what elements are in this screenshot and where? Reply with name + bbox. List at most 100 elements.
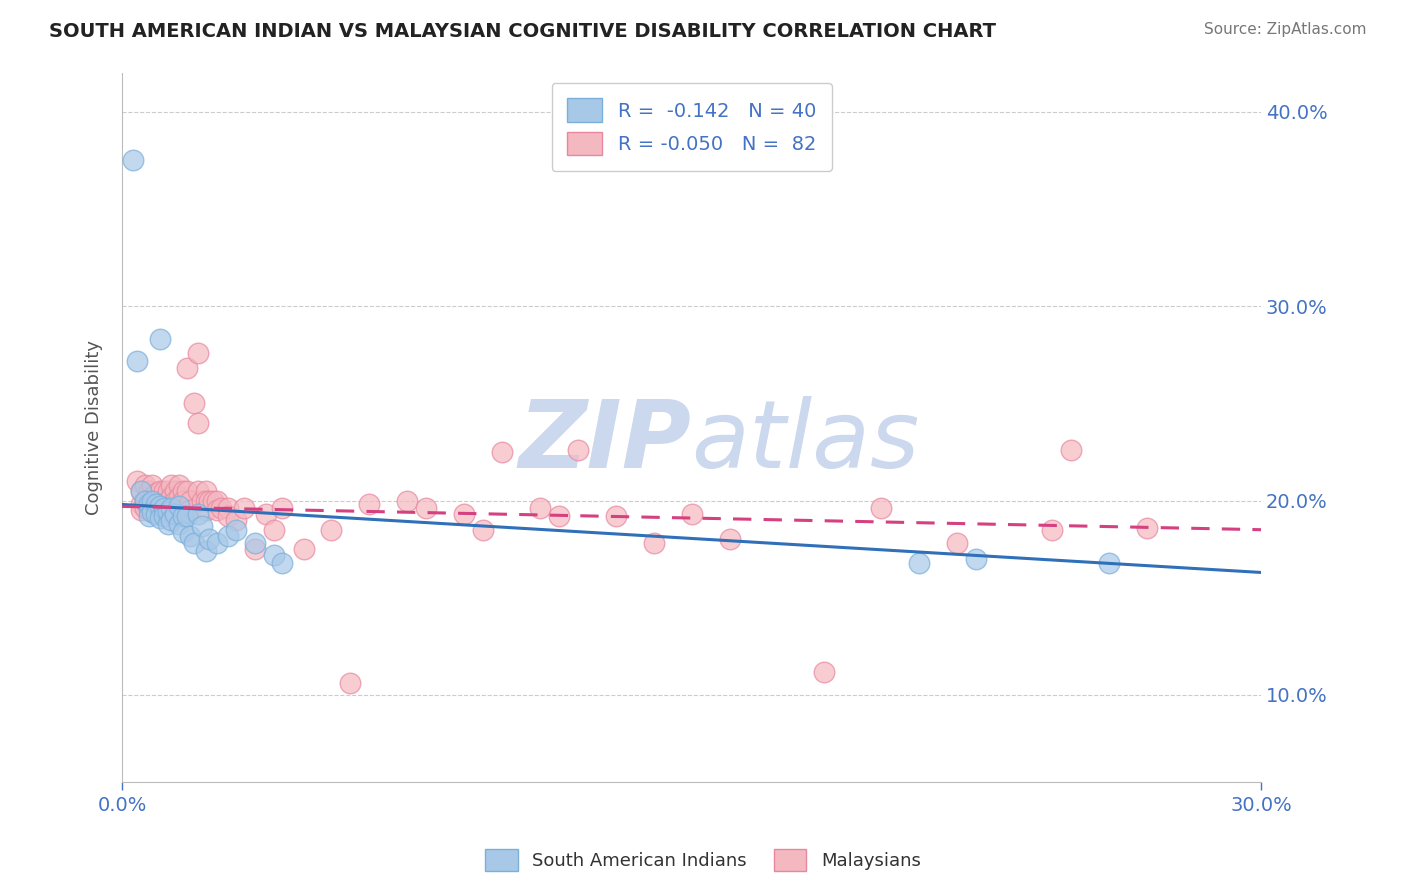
Point	[205, 536, 228, 550]
Point	[232, 501, 254, 516]
Point	[134, 493, 156, 508]
Point	[156, 505, 179, 519]
Point	[141, 493, 163, 508]
Point	[153, 498, 176, 512]
Point	[605, 509, 627, 524]
Point	[167, 490, 190, 504]
Point	[134, 493, 156, 508]
Point	[153, 483, 176, 498]
Point	[453, 507, 475, 521]
Point	[217, 528, 239, 542]
Point	[547, 509, 569, 524]
Point	[225, 523, 247, 537]
Point	[191, 518, 214, 533]
Point	[194, 544, 217, 558]
Point	[156, 516, 179, 531]
Point	[209, 501, 232, 516]
Y-axis label: Cognitive Disability: Cognitive Disability	[86, 340, 103, 516]
Point	[138, 509, 160, 524]
Point	[160, 478, 183, 492]
Point	[681, 507, 703, 521]
Point	[176, 483, 198, 498]
Point	[145, 501, 167, 516]
Point	[167, 500, 190, 514]
Legend: South American Indians, Malaysians: South American Indians, Malaysians	[478, 842, 928, 879]
Point	[395, 493, 418, 508]
Point	[156, 483, 179, 498]
Point	[129, 483, 152, 498]
Point	[870, 501, 893, 516]
Point	[141, 505, 163, 519]
Point	[165, 483, 187, 498]
Point	[167, 516, 190, 531]
Point	[165, 493, 187, 508]
Point	[292, 542, 315, 557]
Point	[160, 501, 183, 516]
Point	[946, 536, 969, 550]
Point	[149, 493, 172, 508]
Point	[194, 483, 217, 498]
Point	[187, 346, 209, 360]
Point	[491, 445, 513, 459]
Point	[141, 478, 163, 492]
Point	[254, 507, 277, 521]
Point	[415, 501, 437, 516]
Legend: R =  -0.142   N = 40, R = -0.050   N =  82: R = -0.142 N = 40, R = -0.050 N = 82	[551, 83, 831, 171]
Point	[187, 416, 209, 430]
Point	[134, 478, 156, 492]
Point	[1060, 443, 1083, 458]
Point	[129, 503, 152, 517]
Point	[187, 483, 209, 498]
Point	[160, 513, 183, 527]
Point	[134, 501, 156, 516]
Point	[243, 536, 266, 550]
Text: ZIP: ZIP	[519, 396, 692, 488]
Point	[153, 509, 176, 524]
Point	[339, 676, 361, 690]
Point	[813, 665, 835, 679]
Point	[129, 498, 152, 512]
Point	[149, 332, 172, 346]
Point	[183, 536, 205, 550]
Point	[122, 153, 145, 168]
Point	[205, 493, 228, 508]
Point	[141, 490, 163, 504]
Point	[145, 507, 167, 521]
Point	[176, 361, 198, 376]
Point	[179, 493, 201, 508]
Point	[127, 353, 149, 368]
Point	[319, 523, 342, 537]
Point	[183, 396, 205, 410]
Point	[202, 493, 225, 508]
Point	[1040, 523, 1063, 537]
Point	[198, 533, 221, 547]
Point	[127, 474, 149, 488]
Text: atlas: atlas	[692, 396, 920, 487]
Point	[187, 507, 209, 521]
Point	[567, 443, 589, 458]
Point	[153, 507, 176, 521]
Point	[194, 503, 217, 517]
Point	[205, 503, 228, 517]
Text: Source: ZipAtlas.com: Source: ZipAtlas.com	[1204, 22, 1367, 37]
Point	[243, 542, 266, 557]
Point	[160, 500, 183, 514]
Point	[149, 511, 172, 525]
Point	[471, 523, 494, 537]
Point	[529, 501, 551, 516]
Point	[145, 485, 167, 500]
Point	[191, 493, 214, 508]
Point	[138, 503, 160, 517]
Point	[149, 503, 172, 517]
Point	[172, 493, 194, 508]
Text: SOUTH AMERICAN INDIAN VS MALAYSIAN COGNITIVE DISABILITY CORRELATION CHART: SOUTH AMERICAN INDIAN VS MALAYSIAN COGNI…	[49, 22, 997, 41]
Point	[263, 548, 285, 562]
Point	[153, 501, 176, 516]
Point	[129, 483, 152, 498]
Point	[145, 498, 167, 512]
Point	[145, 493, 167, 508]
Point	[172, 503, 194, 517]
Point	[270, 501, 292, 516]
Point	[167, 478, 190, 492]
Point	[718, 533, 741, 547]
